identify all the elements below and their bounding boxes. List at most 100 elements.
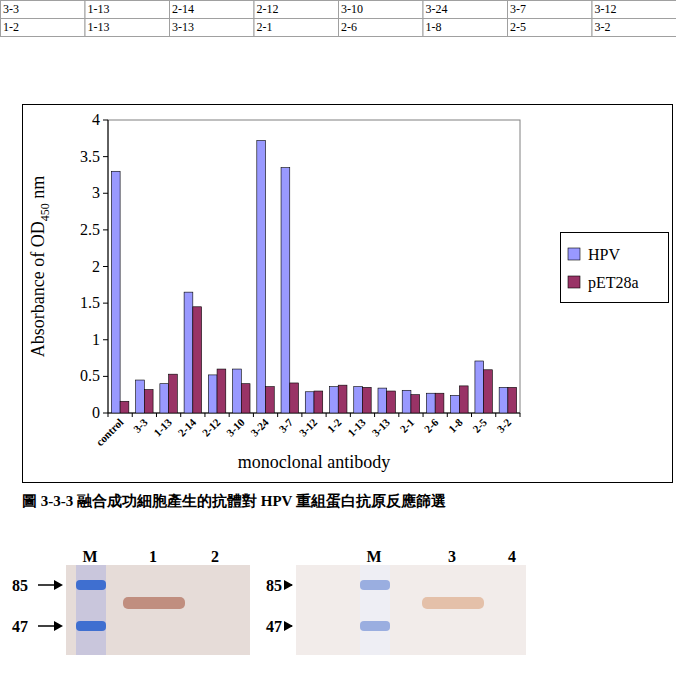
table-text: 2-5: [510, 20, 526, 34]
table-cell: [85, 19, 170, 37]
table-text: 3-10: [341, 2, 363, 16]
x-tick-label: 2-14: [175, 416, 198, 439]
blot-panel: M348547: [266, 548, 526, 655]
table-text: 2-14: [172, 2, 194, 16]
ladder-band: [360, 621, 390, 631]
table-text: 2-12: [257, 2, 279, 16]
bar: [144, 390, 153, 413]
y-tick-label: 3: [92, 184, 100, 201]
y-axis-title: Absorbance of OD450 nm: [28, 176, 52, 357]
x-tick: [204, 413, 205, 417]
x-tick-label: 2-12: [200, 416, 223, 439]
x-tick-label: 3-3: [131, 416, 150, 435]
bars: [111, 141, 516, 413]
bar: [257, 141, 266, 413]
sample-band: [422, 597, 484, 609]
x-tick-label: 3-10: [224, 416, 247, 439]
table-text: 1-2: [3, 20, 19, 34]
bar: [281, 168, 290, 413]
table-cell: [1, 19, 86, 37]
legend-label: pET28a: [588, 274, 639, 292]
lane-label: 3: [448, 548, 456, 565]
table-cell: [1, 1, 86, 19]
chart-frame: [23, 105, 673, 483]
bar: [160, 384, 169, 413]
bar: [451, 395, 460, 413]
x-tick: [326, 413, 327, 417]
y-tick: [103, 339, 108, 340]
x-tick: [229, 413, 230, 417]
x-tick-label: 3-2: [494, 416, 513, 435]
lane-label: M: [82, 548, 97, 565]
y-tick-label: 0.5: [80, 367, 100, 384]
table-text: 3-13: [172, 20, 194, 34]
x-tick-label: 3-7: [276, 416, 295, 435]
table-cell: [254, 1, 339, 19]
page: 3-31-132-142-123-103-243-73-121-21-133-1…: [0, 0, 676, 680]
marker-arrow-head: [54, 621, 63, 631]
x-tick: [156, 413, 157, 417]
marker-arrow-head: [284, 580, 293, 590]
x-tick: [180, 413, 181, 417]
sample-band: [123, 597, 185, 609]
table-text: 3-2: [595, 20, 611, 34]
x-tick-label: 1-13: [345, 416, 368, 439]
table-cell: [339, 19, 424, 37]
y-tick-label: 2: [92, 258, 100, 275]
table-cell: [508, 1, 593, 19]
x-tick: [108, 413, 109, 417]
x-tick-label: 1-8: [446, 416, 465, 435]
y-title-part: Absorbance of OD: [28, 221, 48, 357]
bar: [402, 390, 411, 413]
y-title-part: nm: [28, 176, 48, 204]
bar: [330, 387, 339, 413]
table-cell: [508, 19, 593, 37]
x-tick-label: 3-24: [248, 416, 271, 439]
table-cell: [423, 19, 508, 37]
y-tick: [103, 376, 108, 377]
x-tick-label: 1-2: [325, 416, 344, 435]
bar: [499, 387, 508, 413]
y-tick: [103, 413, 108, 414]
bar: [435, 393, 444, 413]
x-tick-label: 2-6: [422, 416, 441, 435]
table: 3-31-132-142-123-103-243-73-121-21-133-1…: [1, 1, 676, 37]
bar: [338, 385, 347, 413]
lane-label: 4: [508, 548, 516, 565]
blot-membrane: [66, 565, 250, 655]
table-cell: [423, 1, 508, 19]
x-tick: [495, 413, 496, 417]
bar: [233, 369, 242, 413]
table-cell: [592, 19, 676, 37]
bar: [208, 375, 217, 413]
x-tick: [350, 413, 351, 417]
bar: [314, 391, 323, 413]
bar: [120, 401, 129, 413]
bar: [305, 392, 314, 413]
x-tick: [132, 413, 133, 417]
bar: [290, 383, 299, 413]
table-cell: [592, 1, 676, 19]
table-text: 3-12: [595, 2, 617, 16]
bar: [411, 395, 420, 413]
bar: [184, 292, 193, 413]
blot-panel: M128547: [12, 548, 250, 655]
marker-label: 47: [266, 618, 282, 635]
x-tick-label: 1-13: [151, 416, 174, 439]
bar: [241, 384, 250, 413]
marker-arrow-head: [54, 580, 63, 590]
x-tick: [520, 413, 521, 417]
ladder-band: [76, 580, 106, 590]
table-cell: [254, 19, 339, 37]
x-tick: [447, 413, 448, 417]
x-tick-label: 2-5: [470, 416, 489, 435]
bar: [426, 393, 435, 413]
y-tick: [103, 120, 108, 121]
lane-label: M: [366, 548, 381, 565]
table-text: 3-24: [426, 2, 448, 16]
bar: [266, 387, 275, 413]
table-text: 1-13: [88, 20, 110, 34]
y-title-sub: 450: [38, 203, 52, 221]
x-tick: [423, 413, 424, 417]
x-tick-label: 2-1: [397, 416, 416, 435]
